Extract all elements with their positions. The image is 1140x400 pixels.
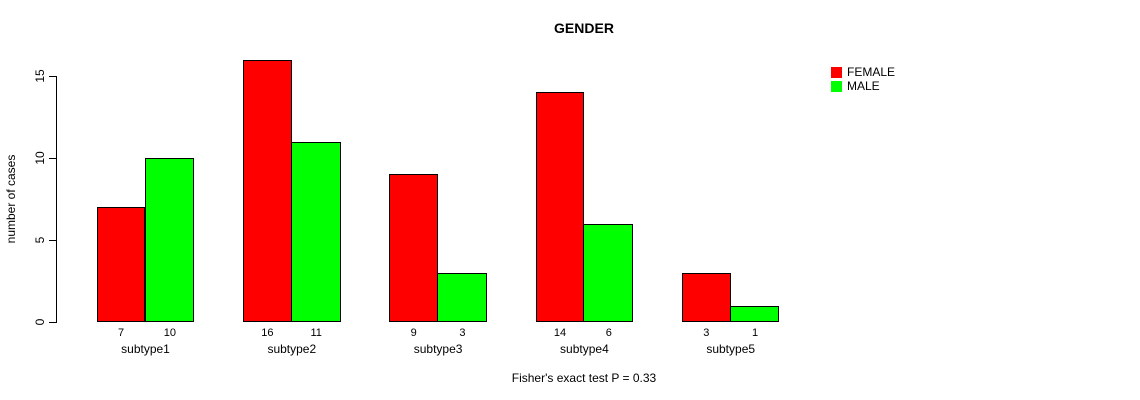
bar-male-subtype5 [729, 305, 780, 322]
bar-male-subtype4 [583, 223, 634, 322]
bar-female-subtype2 [243, 59, 292, 322]
legend-swatch-female [831, 67, 842, 78]
bar-female-subtype4 [535, 92, 585, 322]
bar-value-label: 1 [752, 327, 759, 339]
legend-swatch-male [831, 81, 842, 92]
bar-value-label: 9 [410, 327, 417, 339]
bar-female-subtype5 [681, 272, 731, 322]
bar-female-subtype3 [389, 174, 439, 322]
bar-value-label: 11 [310, 327, 322, 339]
x-category-label-subtype3: subtype3 [413, 342, 463, 356]
x-category-label-subtype4: subtype4 [560, 342, 609, 356]
annotation-text: Fisher's exact test P = 0.33 [511, 371, 657, 385]
legend-entry-male: MALE [831, 80, 895, 93]
legend-label: FEMALE [847, 65, 896, 79]
bar-value-label: 7 [118, 327, 125, 339]
x-category-label-subtype5: subtype5 [706, 342, 756, 356]
y-tick-label: 0 [33, 318, 47, 326]
y-tick-label: 15 [33, 69, 47, 83]
y-tick [49, 322, 56, 323]
legend-entry-female: FEMALE [831, 66, 895, 79]
bar-value-label: 3 [459, 327, 466, 339]
y-tick-label: 5 [33, 236, 47, 244]
bar-male-subtype1 [144, 158, 195, 322]
bar-value-label: 6 [605, 327, 612, 339]
bar-male-subtype2 [290, 141, 341, 322]
y-tick [49, 240, 56, 241]
bar-female-subtype1 [96, 207, 146, 322]
bar-value-label: 14 [553, 327, 567, 339]
legend: FEMALE MALE [831, 66, 895, 94]
x-category-label-subtype2: subtype2 [267, 342, 317, 356]
bar-value-label: 16 [261, 327, 274, 339]
bar-value-label: 10 [163, 327, 177, 339]
y-tick [49, 76, 56, 77]
y-axis-label: number of cases [4, 154, 18, 244]
x-category-label-subtype1: subtype1 [121, 342, 170, 356]
chart-title: GENDER [554, 20, 614, 36]
bar-value-label: 3 [703, 327, 710, 339]
y-tick-label: 10 [33, 151, 47, 165]
bar-male-subtype3 [437, 272, 487, 322]
legend-label: MALE [847, 79, 880, 93]
y-tick [49, 158, 56, 159]
y-axis-line [56, 76, 57, 323]
